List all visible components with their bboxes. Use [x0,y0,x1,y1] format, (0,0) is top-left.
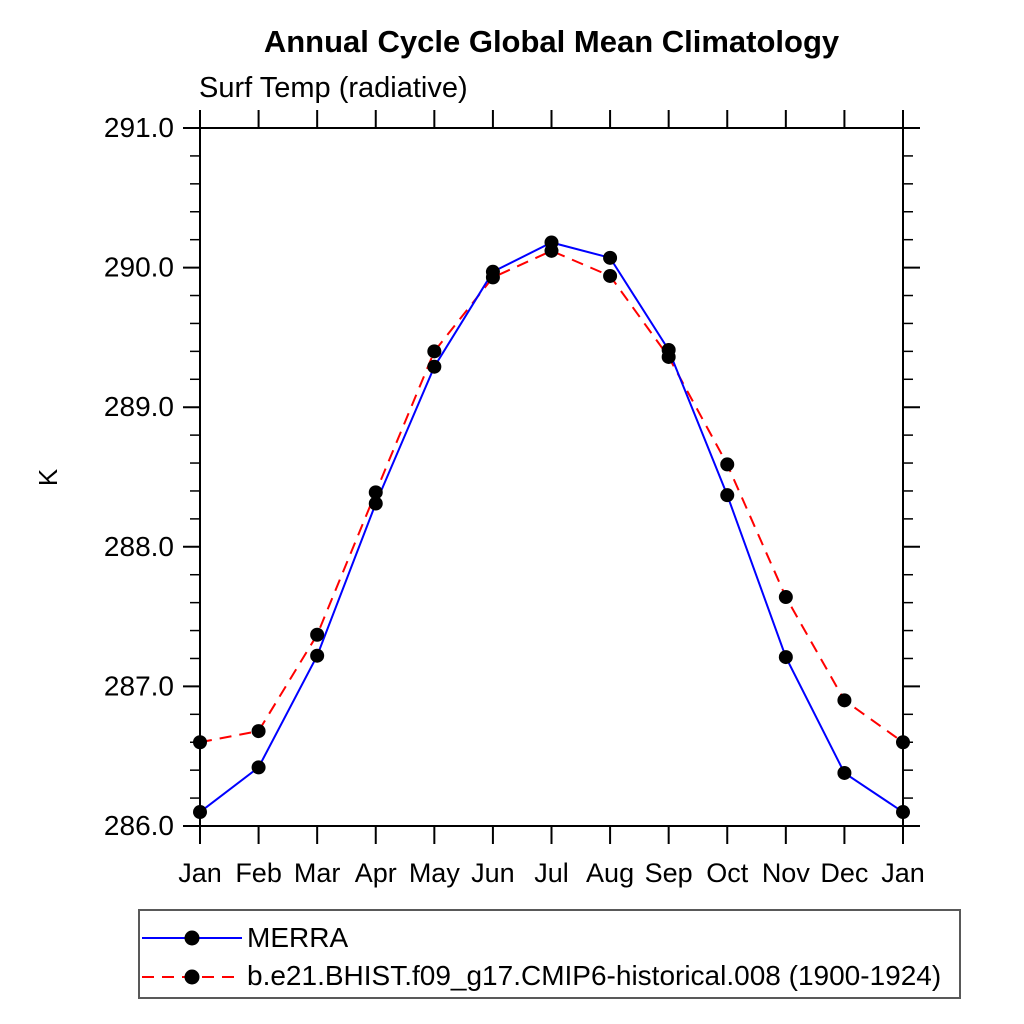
y-tick-label: 288.0 [104,531,174,562]
x-tick-label: Jan [881,858,925,888]
data-point-marker [778,590,793,605]
x-tick-label: Dec [820,858,868,888]
data-point-marker [251,760,266,775]
data-point-marker [310,648,325,663]
chart-subtitle: Surf Temp (radiative) [199,72,468,104]
y-tick-label: 289.0 [104,391,174,422]
legend-box: MERRA b.e21.BHIST.f09_g17.CMIP6-historic… [138,909,961,999]
legend-line-solid-blue [142,930,242,946]
data-point-marker [720,488,735,503]
legend-line-dashed-red [142,969,242,985]
data-point-marker [485,270,500,285]
data-point-marker [427,344,442,359]
chart-title: Annual Cycle Global Mean Climatology [263,24,840,59]
data-point-marker [310,627,325,642]
legend-marker-dot [184,930,200,946]
y-tick-label: 287.0 [104,670,174,701]
data-point-marker [896,735,910,750]
x-tick-label: Jan [178,858,222,888]
data-point-marker [603,250,618,265]
legend-label-model: b.e21.BHIST.f09_g17.CMIP6-historical.008… [247,960,942,992]
x-tick-label: Feb [235,858,282,888]
y-tick-label: 286.0 [104,810,174,841]
x-tick-label: Oct [706,858,749,888]
x-tick-label: Apr [355,858,397,888]
legend-item-merra: MERRA [142,920,959,956]
series-line-solid [199,241,904,813]
x-tick-label: May [409,858,461,888]
legend-label-merra: MERRA [247,921,349,953]
x-tick-label: Jun [471,858,515,888]
data-point-marker [193,735,207,750]
plot-frame [199,127,904,827]
data-point-marker [251,724,266,739]
series-line-dashed [199,249,904,744]
data-point-marker [778,650,793,665]
data-point-marker [837,693,852,708]
data-point-marker [193,805,207,820]
x-tick-label: Jul [534,858,569,888]
x-tick-label: Sep [645,858,693,888]
x-tick-label: Aug [586,858,634,888]
data-point-marker [368,485,383,500]
data-point-marker [544,243,559,258]
y-tick-label: 290.0 [104,252,174,283]
x-tick-label: Mar [294,858,341,888]
data-point-marker [896,805,910,820]
data-point-marker [427,359,442,374]
data-point-marker [837,765,852,780]
legend-item-model: b.e21.BHIST.f09_g17.CMIP6-historical.008… [142,959,959,995]
data-point-marker [720,457,735,472]
legend-marker-dot [184,969,200,985]
data-point-marker [661,349,676,364]
data-point-marker [368,496,383,511]
data-point-marker [603,268,618,283]
y-tick-label: 291.0 [104,112,174,143]
x-tick-label: Nov [762,858,811,888]
